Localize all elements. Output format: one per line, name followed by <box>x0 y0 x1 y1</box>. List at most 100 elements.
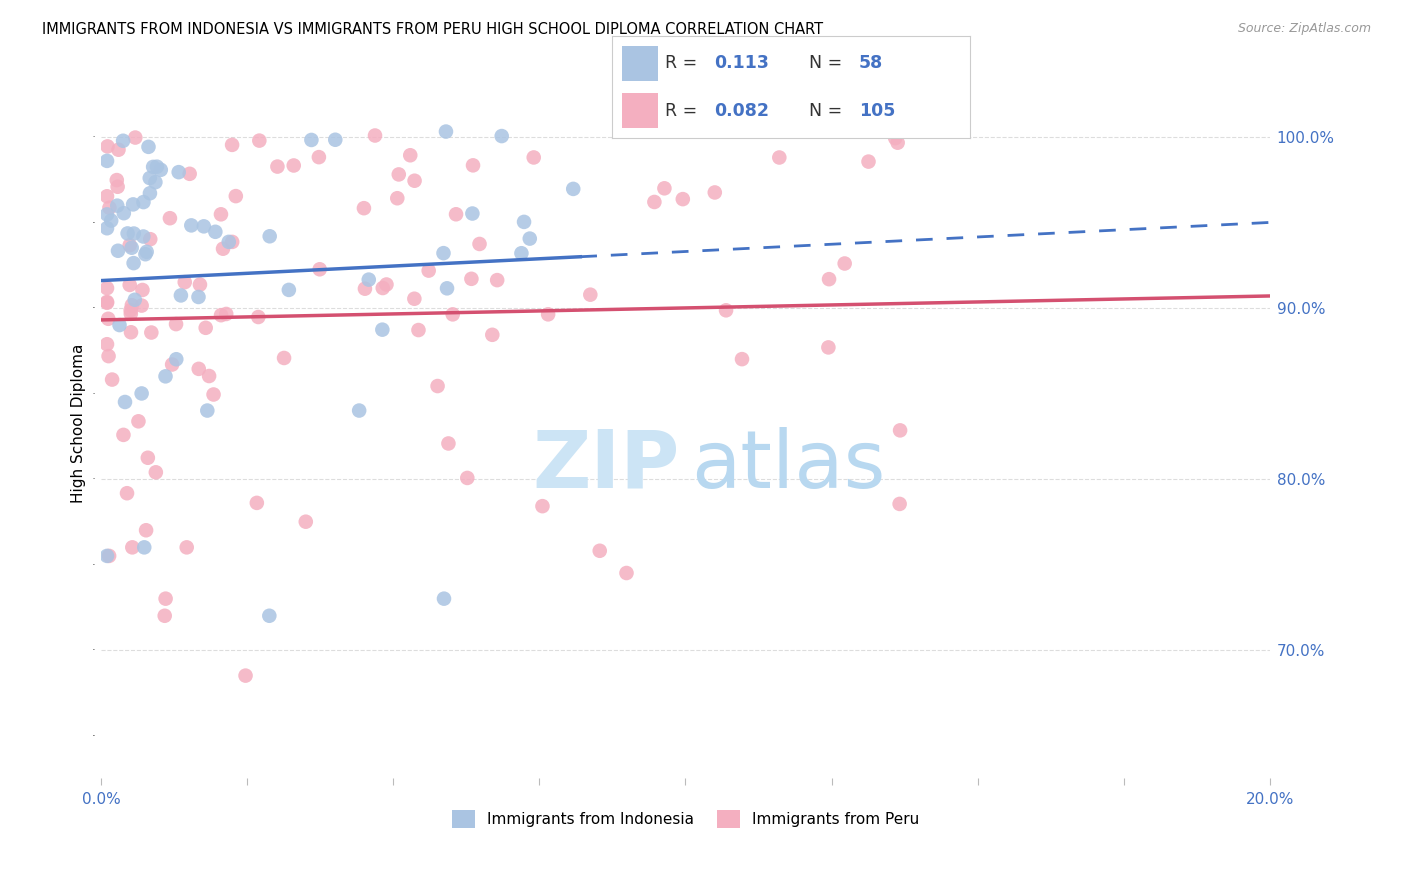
Point <box>510 246 533 260</box>
Point <box>96 207 118 221</box>
Point <box>537 307 560 321</box>
Point <box>187 362 209 376</box>
Point <box>160 358 183 372</box>
Point <box>121 298 143 312</box>
Point <box>120 326 142 340</box>
Point <box>589 543 612 558</box>
Point <box>294 515 316 529</box>
Point <box>399 148 422 162</box>
Point <box>353 201 375 215</box>
Point <box>139 232 162 246</box>
Point <box>139 171 162 186</box>
Point <box>96 281 118 295</box>
Point <box>112 428 135 442</box>
Point <box>138 140 160 154</box>
Point <box>131 283 153 297</box>
Text: N =: N = <box>808 54 848 72</box>
Point <box>404 292 426 306</box>
Point <box>120 307 142 321</box>
Point <box>155 591 177 606</box>
Text: ZIP: ZIP <box>533 427 679 505</box>
Point <box>105 173 128 187</box>
Point <box>858 154 880 169</box>
Point <box>225 189 247 203</box>
Point <box>731 352 754 367</box>
Point <box>354 282 377 296</box>
Point <box>460 272 482 286</box>
Point <box>122 227 145 241</box>
Point <box>481 327 503 342</box>
Text: 105: 105 <box>859 102 896 120</box>
Point <box>418 263 440 277</box>
Point <box>120 303 142 318</box>
Point <box>176 541 198 555</box>
Point <box>165 317 187 331</box>
Point <box>187 290 209 304</box>
Point <box>889 497 911 511</box>
Point <box>96 295 118 310</box>
Point <box>96 295 118 310</box>
Point <box>491 129 513 144</box>
Point <box>193 219 215 234</box>
Point <box>209 308 232 322</box>
Point <box>132 229 155 244</box>
Point <box>616 566 638 580</box>
FancyBboxPatch shape <box>623 93 658 128</box>
Text: R =: R = <box>665 54 703 72</box>
Point <box>117 227 139 241</box>
Point <box>889 423 911 437</box>
Point <box>127 414 149 428</box>
Point <box>768 151 790 165</box>
Point <box>194 321 217 335</box>
Point <box>375 277 398 292</box>
Point <box>283 159 305 173</box>
Point <box>513 215 536 229</box>
Point <box>134 541 156 555</box>
Text: 58: 58 <box>859 54 883 72</box>
Point <box>170 288 193 302</box>
Point <box>259 229 281 244</box>
Point <box>202 387 225 401</box>
Point <box>818 272 841 286</box>
Point <box>388 168 411 182</box>
Point <box>141 326 163 340</box>
Point <box>121 241 143 255</box>
Point <box>817 340 839 354</box>
Point <box>456 471 478 485</box>
Text: atlas: atlas <box>692 427 886 505</box>
Point <box>714 303 737 318</box>
Point <box>155 369 177 384</box>
Point <box>218 235 240 249</box>
Point <box>519 231 541 245</box>
Point <box>112 134 135 148</box>
Point <box>139 186 162 201</box>
Point <box>323 133 346 147</box>
Point <box>121 541 143 555</box>
Point <box>436 281 458 295</box>
Point <box>884 131 907 145</box>
Point <box>273 351 295 365</box>
Point <box>124 293 146 307</box>
Point <box>886 136 908 150</box>
Point <box>153 608 176 623</box>
Point <box>433 591 456 606</box>
Point <box>579 287 602 301</box>
Point <box>672 192 695 206</box>
Point <box>468 237 491 252</box>
Point <box>132 195 155 210</box>
Point <box>221 235 243 249</box>
Text: Source: ZipAtlas.com: Source: ZipAtlas.com <box>1237 22 1371 36</box>
Point <box>135 244 157 259</box>
Point <box>246 496 269 510</box>
Point <box>118 277 141 292</box>
Point <box>159 211 181 226</box>
Point <box>523 151 546 165</box>
Point <box>180 219 202 233</box>
Point <box>112 206 135 220</box>
Point <box>167 165 190 179</box>
Point <box>118 238 141 252</box>
Point <box>387 191 409 205</box>
Point <box>149 162 172 177</box>
Point <box>235 668 257 682</box>
Point <box>179 167 201 181</box>
